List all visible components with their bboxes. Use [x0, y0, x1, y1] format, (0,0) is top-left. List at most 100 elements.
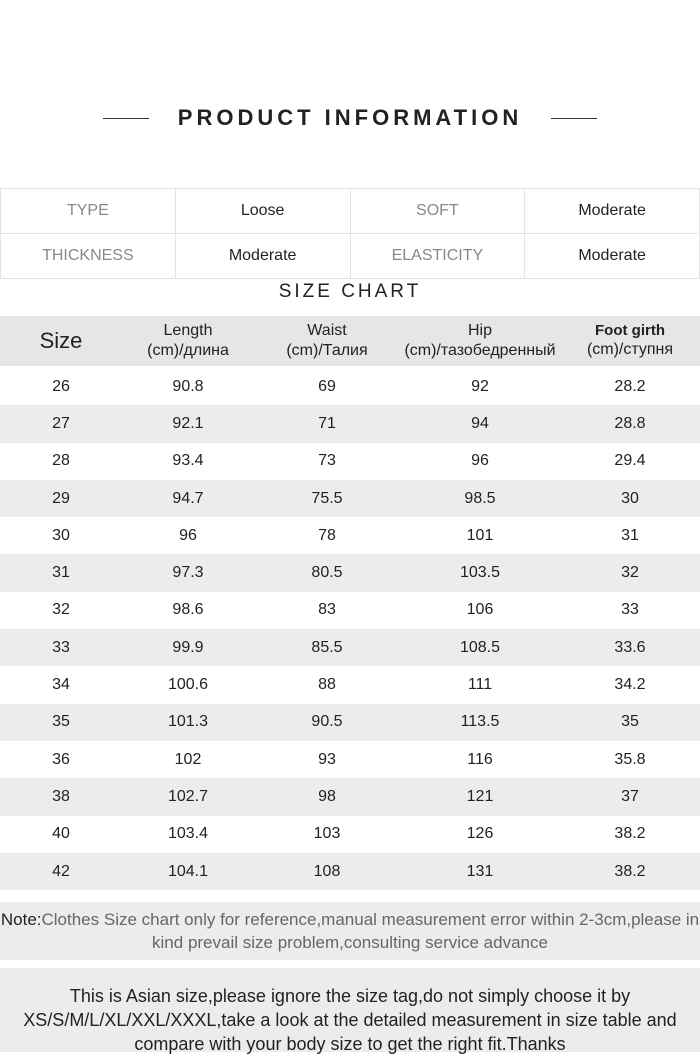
foot-girth-cell: 28.8	[614, 414, 646, 432]
size-cell: 32	[52, 601, 70, 619]
foot-girth-cell: 38.2	[614, 862, 646, 880]
asian-size-notice: This is Asian size,please ignore the siz…	[0, 968, 700, 1054]
info-key: SOFT	[349, 188, 526, 234]
foot-girth-cell: 28.2	[614, 377, 646, 395]
header-unit: (cm)/тазобедренный	[404, 342, 556, 359]
header-label: Waist	[307, 322, 347, 339]
waist-cell: 71	[318, 414, 336, 432]
info-key: TYPE	[0, 188, 176, 234]
header-unit: (cm)/длина	[147, 342, 229, 359]
header-size: Size	[0, 327, 122, 355]
header-length: Length (cm)/длина	[122, 321, 254, 361]
hip-cell: 101	[466, 526, 494, 544]
hip-cell: 113.5	[460, 713, 500, 731]
waist-cell: 88	[318, 676, 336, 694]
waist-cell: 73	[318, 452, 336, 470]
length-cell: 93.4	[172, 452, 204, 470]
size-cell: 30	[52, 526, 70, 544]
size-cell: 40	[52, 825, 70, 843]
page-title: PRODUCT INFORMATION	[177, 105, 523, 130]
table-row: 40 103.4 103 126 38.2	[0, 816, 700, 853]
waist-cell: 83	[318, 601, 336, 619]
info-value: Loose	[174, 188, 351, 234]
foot-girth-cell: 31	[621, 526, 639, 544]
header-waist: Waist (cm)/Талия	[254, 321, 400, 361]
length-cell: 92.1	[172, 414, 204, 432]
size-cell: 28	[52, 452, 70, 470]
length-cell: 100.6	[167, 676, 209, 694]
hip-cell: 131	[466, 862, 494, 880]
table-row: 42 104.1 108 131 38.2	[0, 852, 700, 891]
size-cell: 38	[52, 787, 70, 805]
length-cell: 97.3	[172, 564, 204, 582]
foot-girth-cell: 35.8	[614, 750, 646, 768]
size-chart-table: Size Length (cm)/длина Waist (cm)/Талия Hi…	[0, 316, 700, 891]
section-header: PRODUCT INFORMATION	[0, 100, 700, 136]
info-key: THICKNESS	[0, 233, 176, 279]
size-cell: 27	[52, 414, 70, 432]
table-row: 28 93.4 73 96 29.4	[0, 443, 700, 480]
size-cell: 34	[52, 676, 70, 694]
waist-cell: 103	[313, 825, 341, 843]
foot-girth-cell: 30	[621, 489, 639, 507]
length-cell: 98.6	[172, 601, 204, 619]
size-cell: 35	[52, 713, 70, 731]
note-label: Note:	[0, 910, 42, 929]
table-row: 34 100.6 88 111 34.2	[0, 666, 700, 703]
size-chart-title: SIZE CHART	[278, 281, 422, 302]
table-row: 26 90.8 69 92 28.2	[0, 368, 700, 405]
hip-cell: 126	[466, 825, 494, 843]
table-row: 31 97.3 80.5 103.5 32	[0, 554, 700, 592]
hip-cell: 108.5	[459, 638, 501, 656]
table-header: Size Length (cm)/длина Waist (cm)/Талия Hi…	[0, 316, 700, 366]
length-cell: 90.8	[172, 377, 204, 395]
header-unit: (cm)/ступня	[586, 341, 674, 359]
info-value: Moderate	[174, 233, 351, 279]
divider-left	[103, 118, 149, 119]
waist-cell: 98	[318, 787, 336, 805]
size-cell: 42	[52, 862, 70, 880]
header-foot-girth: Foot girth (cm)/ступня	[560, 322, 700, 361]
header-label: Foot girth	[595, 321, 665, 339]
note-box: Note:Clothes Size chart only for referen…	[0, 902, 700, 960]
header-label: Length	[163, 322, 213, 339]
info-row: TYPE Loose SOFT Moderate	[0, 188, 700, 234]
foot-girth-cell: 38.2	[614, 825, 646, 843]
size-cell: 29	[52, 489, 70, 507]
length-cell: 103.4	[167, 825, 209, 843]
size-cell: 36	[52, 750, 70, 768]
header-label: Size	[39, 328, 83, 354]
size-cell: 31	[52, 564, 70, 582]
hip-cell: 92	[471, 377, 489, 395]
header-label: Hip	[467, 322, 492, 339]
waist-cell: 85.5	[311, 638, 343, 656]
table-row: 35 101.3 90.5 113.5 35	[0, 703, 700, 741]
table-row: 29 94.7 75.5 98.5 30	[0, 479, 700, 518]
table-row: 33 99.9 85.5 108.5 33.6	[0, 629, 700, 667]
hip-cell: 96	[471, 452, 489, 470]
info-key: ELASTICITY	[349, 233, 526, 279]
length-cell: 102	[174, 750, 202, 768]
waist-cell: 93	[318, 750, 336, 768]
product-info-table: TYPE Loose SOFT Moderate THICKNESS Moder…	[0, 188, 700, 279]
length-cell: 104.1	[167, 862, 209, 880]
table-row: 32 98.6 83 106 33	[0, 592, 700, 629]
foot-girth-cell: 37	[621, 787, 639, 805]
foot-girth-cell: 32	[621, 564, 639, 582]
hip-cell: 106	[466, 601, 494, 619]
length-cell: 102.7	[167, 787, 209, 805]
length-cell: 96	[179, 526, 197, 544]
table-row: 38 102.7 98 121 37	[0, 778, 700, 816]
hip-cell: 103.5	[459, 564, 501, 582]
waist-cell: 69	[318, 377, 336, 395]
hip-cell: 116	[467, 750, 493, 768]
waist-cell: 78	[318, 526, 336, 544]
foot-girth-cell: 33	[621, 601, 639, 619]
length-cell: 101.3	[167, 713, 209, 731]
header-unit: (cm)/Талия	[286, 342, 368, 359]
hip-cell: 121	[466, 787, 494, 805]
foot-girth-cell: 34.2	[614, 676, 646, 694]
table-row: 30 96 78 101 31	[0, 517, 700, 554]
hip-cell: 94	[471, 414, 489, 432]
foot-girth-cell: 29.4	[614, 452, 646, 470]
